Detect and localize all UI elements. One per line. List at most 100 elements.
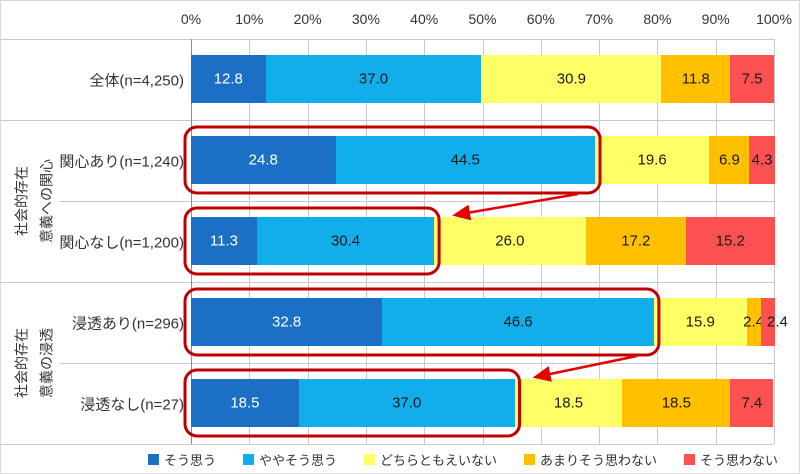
bar-value-label: 46.6 xyxy=(503,313,533,331)
bar-segment: 18.5 xyxy=(514,379,623,427)
legend-label: そう思わない xyxy=(700,453,779,468)
legend-label: ややそう思う xyxy=(258,453,337,468)
bar-value-label: 37.0 xyxy=(358,70,389,88)
x-tick-label: 10% xyxy=(235,11,264,27)
horizontal-gridline xyxy=(1,444,774,445)
x-tick-label: 80% xyxy=(643,11,672,27)
bar-value-label: 18.5 xyxy=(553,394,584,412)
bar-row: 12.8 37.0 30.9 11.8 7.5 xyxy=(191,55,774,103)
comparison-arrow xyxy=(452,192,579,221)
bar-value-label: 15.2 xyxy=(715,232,745,250)
bar-segment: 44.5 xyxy=(335,136,595,184)
x-tick-label: 60% xyxy=(526,11,555,27)
bar-value-label: 26.0 xyxy=(495,232,525,250)
category-label: 関心あり(n=1,240) xyxy=(59,153,184,170)
legend-swatch xyxy=(242,454,254,465)
category-label: 関心なし(n=1,200) xyxy=(59,234,184,251)
bar-value-label: 37.0 xyxy=(392,394,422,412)
bar-value-label: 17.2 xyxy=(621,232,651,250)
legend-item: どちらともえいない xyxy=(363,450,497,469)
bar-value-label: 12.8 xyxy=(213,70,243,88)
category-label: 浸透なし(n=27) xyxy=(80,396,184,413)
bar-value-label: 7.4 xyxy=(741,394,763,412)
bar-segment: 7.4 xyxy=(730,379,774,427)
bar-segment: 24.8 xyxy=(191,136,336,184)
bar-value-label: 7.5 xyxy=(741,70,763,88)
bar-row: 18.5 37.0 18.5 18.5 7.4 xyxy=(191,379,774,427)
comparison-arrow xyxy=(532,354,638,382)
bar-value-label: 18.5 xyxy=(661,394,691,412)
bar-value-label: 44.5 xyxy=(450,151,480,169)
row-group-label-line: 社会的存在 xyxy=(13,328,30,398)
bar-row: 11.3 30.4 26.0 17.2 15.2 xyxy=(191,217,775,265)
legend-item: あまりそう思わない xyxy=(524,450,657,469)
bar-segment: 26.0 xyxy=(434,217,586,265)
bar-value-label: 30.9 xyxy=(556,70,586,88)
legend-label: あまりそう思わない xyxy=(540,453,658,468)
horizontal-gridline xyxy=(1,120,774,121)
row-group-label-line: 意義の浸透 xyxy=(38,328,54,398)
bar-segment: 30.4 xyxy=(256,217,435,265)
x-tick-label: 70% xyxy=(585,11,614,27)
row-group-label-line: 社会的存在 xyxy=(13,166,30,236)
bar-segment: 11.3 xyxy=(191,217,257,265)
bar-row: 24.8 44.5 19.6 6.9 4.3 xyxy=(191,136,775,184)
bar-segment: 12.8 xyxy=(191,55,266,103)
row-group-label: 社会的存在 意義への関心 xyxy=(10,159,59,243)
row-group-label-line: 意義への関心 xyxy=(38,159,54,243)
bar-segment: 18.5 xyxy=(622,379,731,427)
bar-segment: 15.9 xyxy=(653,298,747,346)
bar-segment: 46.6 xyxy=(382,298,654,346)
x-tick-label: 90% xyxy=(701,11,730,27)
category-label: 浸透あり(n=296) xyxy=(71,315,184,332)
bar-value-label: 24.8 xyxy=(248,151,278,169)
horizontal-gridline xyxy=(59,363,774,364)
bar-value-label: 2.4 xyxy=(766,313,788,331)
x-tick-label: 50% xyxy=(468,11,497,27)
bar-segment: 15.2 xyxy=(685,217,775,265)
legend-item: そう思わない xyxy=(684,450,778,469)
bar-segment: 19.6 xyxy=(595,136,710,184)
legend-label: そう思う xyxy=(163,453,216,468)
x-tick-label: 100% xyxy=(756,11,792,27)
category-label: 全体(n=4,250) xyxy=(89,72,184,89)
bar-value-label: 32.8 xyxy=(272,313,302,331)
legend-item: そう思う xyxy=(147,450,216,469)
bar-value-label: 30.4 xyxy=(330,232,361,250)
bar-segment: 6.9 xyxy=(709,136,750,184)
legend-item: ややそう思う xyxy=(242,450,337,469)
bar-value-label: 11.8 xyxy=(681,70,710,88)
bar-segment: 7.5 xyxy=(730,55,774,103)
bar-segment: 2.4 xyxy=(743,298,764,346)
bar-value-label: 19.6 xyxy=(637,151,667,169)
bar-value-label: 11.3 xyxy=(209,232,238,250)
legend-swatch xyxy=(684,454,696,465)
x-tick-label: 0% xyxy=(180,11,202,27)
bar-segment: 18.5 xyxy=(191,379,299,427)
legend-swatch xyxy=(363,454,375,465)
bar-segment: 2.4 xyxy=(760,298,788,346)
bar-value-label: 4.3 xyxy=(751,151,773,169)
bar-segment: 11.8 xyxy=(661,55,731,103)
legend-swatch xyxy=(524,454,535,465)
legend: そう思う ややそう思う どちらともえいない あまりそう思わない そう思わない xyxy=(1,450,799,469)
horizontal-gridline xyxy=(1,282,774,283)
legend-label: どちらともえいない xyxy=(379,453,497,468)
bar-segment: 30.9 xyxy=(481,55,662,103)
bar-segment: 32.8 xyxy=(191,298,383,346)
row-group-label: 社会的存在 意義の浸透 xyxy=(10,328,59,398)
legend-swatch xyxy=(147,454,159,465)
bar-segment: 17.2 xyxy=(585,217,686,265)
horizontal-gridline xyxy=(59,201,774,202)
x-tick-label: 40% xyxy=(410,11,439,27)
bar-value-label: 6.9 xyxy=(718,151,740,169)
bar-segment: 37.0 xyxy=(298,379,515,427)
x-tick-label: 30% xyxy=(351,11,380,27)
bar-value-label: 15.9 xyxy=(685,313,715,331)
bar-segment: 37.0 xyxy=(265,55,482,103)
horizontal-gridline xyxy=(1,39,774,40)
bar-segment: 4.3 xyxy=(749,136,775,184)
bar-value-label: 18.5 xyxy=(230,394,260,412)
bar-row: 32.8 46.6 15.9 2.4 2.4 xyxy=(191,298,788,346)
